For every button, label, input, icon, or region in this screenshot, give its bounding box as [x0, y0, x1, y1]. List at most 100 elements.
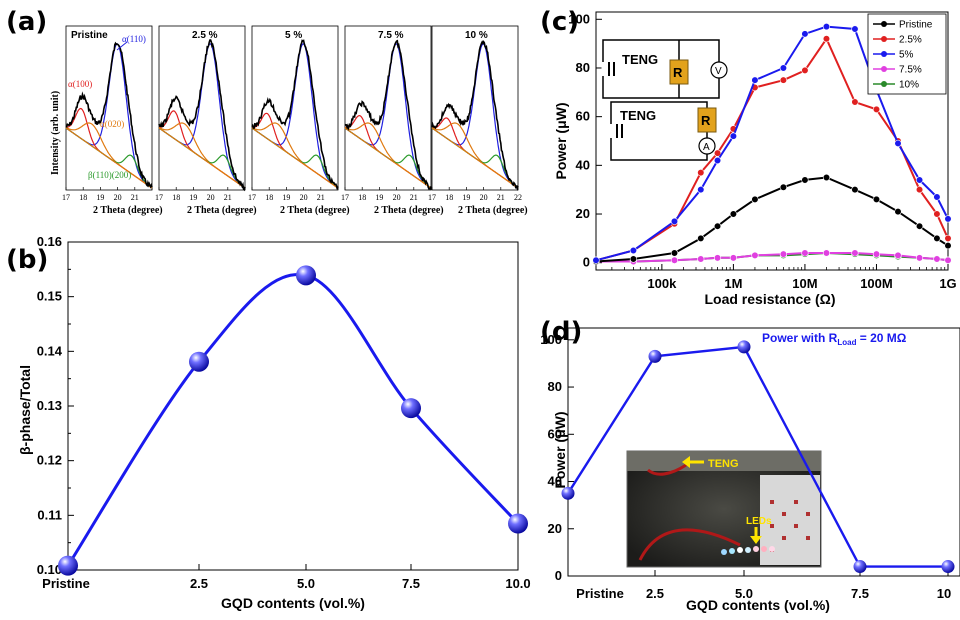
panel-c-legend: Pristine 2.5% 5% 7.5% 10%	[867, 13, 947, 95]
xrd-tick-label: 18	[445, 193, 453, 202]
panel-c-point	[944, 215, 952, 223]
panel-c-point	[944, 242, 952, 250]
panel-a-xrd: Intensity (arb. unit) Pristine 17 18 19 20 21…	[50, 25, 528, 216]
panel-b-curve	[66, 272, 520, 567]
panel-d-xlabel: GQD contents (vol.%)	[686, 597, 830, 613]
panel-c-point	[851, 25, 859, 33]
panel-c-point	[894, 139, 902, 148]
panel-c-power-vs-load: Power (μW) Load resistance (Ω) 0 20 40 60 80…	[553, 11, 957, 307]
xrd-peak-a020	[344, 122, 431, 188]
panel-c-point	[872, 195, 881, 204]
xrd-tick-label: 19	[462, 193, 470, 202]
panel-b-ytick-label: 0.11	[37, 507, 62, 522]
panel-b-xtick-label: 2.5	[190, 576, 208, 591]
panel-c-point	[629, 246, 638, 255]
inset-teng-2: TENG	[620, 108, 656, 123]
panel-d-annotation-tail: = 20 MΩ	[856, 331, 906, 345]
panel-c-ytick-label: 40	[576, 157, 590, 172]
xrd-data-curve	[431, 40, 519, 192]
inset-voltmeter: V	[715, 66, 722, 77]
panel-b-ticks: 0.10 0.11 0.12 0.13 0.14 0.15 0.16 Pristine 2.5 5…	[37, 234, 531, 591]
panel-c-point	[822, 23, 831, 31]
xrd-data-curve	[65, 41, 153, 189]
panel-d-ytick-label: 100	[540, 332, 562, 347]
peak-label-a100: α(100)	[68, 79, 92, 89]
xrd-tick-label: 19	[96, 193, 104, 202]
xrd-tick-label: 19	[189, 193, 197, 202]
xrd-subplot-title: 2.5 %	[192, 30, 218, 41]
panel-c-series-line	[595, 36, 949, 262]
panel-c-point	[822, 35, 831, 43]
xrd-tick-label: 20	[114, 193, 122, 202]
xrd-tick-label: 21	[410, 193, 418, 202]
panel-c-xtick-label: 1G	[939, 276, 956, 291]
xrd-tick-label: 21	[224, 193, 232, 202]
peak-label-a020: α(020)	[100, 119, 124, 129]
inset-resistor-1: R	[673, 65, 683, 80]
panel-b-point	[401, 398, 421, 419]
panel-c-point	[779, 76, 788, 84]
panel-c-ticks: 0 20 40 60 80 100 100k 1M 10M 100M 1G	[568, 11, 956, 291]
xrd-subplot: 10 % 17 18 19 20 21 22	[428, 25, 522, 202]
panel-c-ytick-label: 80	[576, 60, 590, 75]
xrd-subplot: 5 % 17 18 19 20 21	[248, 25, 339, 202]
panel-d-point	[561, 486, 575, 500]
panel-c-ylabel: Power (μW)	[553, 102, 569, 179]
panel-c-series-line	[595, 25, 949, 262]
panel-a-ylabel: Intensity (arb. unit)	[50, 91, 61, 175]
legend-label: Pristine	[899, 20, 933, 31]
panel-c-point	[915, 176, 924, 184]
legend-marker	[881, 81, 887, 87]
xrd-subplot-title: 7.5 %	[378, 30, 404, 41]
panel-d-ticks: 0 20 40 60 80 100 Pristine 2.5 5.0 7.5 10	[540, 332, 951, 601]
xrd-subplot: 7.5 % 17 18 19 20 21	[341, 25, 432, 202]
panel-c-frame	[595, 11, 949, 271]
panel-c-point	[801, 176, 809, 184]
photo-label-teng: TENG	[708, 458, 739, 470]
panel-label-b: (b)	[6, 245, 48, 275]
panel-c-point	[801, 30, 809, 38]
inset-resistor-2: R	[701, 113, 711, 128]
xrd-data-curve	[158, 39, 246, 192]
panel-b-frame	[67, 241, 519, 571]
xrd-data-curve	[344, 39, 432, 191]
panel-c-point	[713, 222, 722, 230]
panel-d-xtick-label: 2.5	[646, 586, 664, 601]
xrd-subplot-title: 10 %	[465, 30, 488, 41]
xrd-subplot-frame	[65, 25, 153, 191]
xrd-tick-label: 19	[375, 193, 383, 202]
xrd-tick-label: 17	[428, 193, 436, 202]
panel-c-point	[779, 64, 788, 72]
panel-b-beta-phase: β-phase/Total GQD contents (vol.%) 0.100…	[17, 234, 531, 611]
panel-d-ytick-label: 20	[548, 521, 562, 536]
panel-c-xtick-label: 1M	[724, 276, 742, 291]
legend-label: 5%	[899, 50, 914, 61]
panel-c-point	[822, 249, 831, 257]
xrd-peak-a100	[158, 110, 245, 188]
peak-label-b110: β(110)(200)	[88, 170, 131, 180]
panel-c-xtick-label: 10M	[792, 276, 817, 291]
panel-c-point	[729, 132, 738, 140]
panel-c-point	[894, 251, 902, 259]
xrd-tick-label: 17	[155, 193, 163, 202]
panel-a-xlabel-5: 2 Theta (degree)	[458, 205, 528, 216]
xrd-tick-label: 18	[172, 193, 180, 202]
panel-c-point	[751, 251, 759, 259]
xrd-tick-label: 17	[248, 193, 256, 202]
panel-d-xtick-label: 10	[937, 586, 951, 601]
panel-c-point	[915, 222, 924, 230]
panel-c-point	[915, 186, 924, 194]
legend-marker	[881, 36, 887, 42]
legend-marker	[881, 21, 887, 27]
xrd-tick-label: 21	[131, 193, 139, 202]
panel-c-ytick-label: 60	[576, 109, 590, 124]
panel-b-ylabel: β-phase/Total	[17, 365, 33, 455]
panel-d-annotation-main: Power with R	[762, 331, 838, 345]
panel-d-point	[737, 340, 751, 354]
panel-c-point	[851, 98, 859, 106]
panel-c-ytick-label: 100	[568, 11, 590, 26]
xrd-subplot-frame	[251, 25, 339, 191]
panel-label-a: (a)	[6, 7, 47, 37]
xrd-subplot: 2.5 % 17 18 19 20 21	[155, 25, 246, 202]
xrd-subplot: Pristine 17 18 19 20 21	[62, 25, 153, 202]
